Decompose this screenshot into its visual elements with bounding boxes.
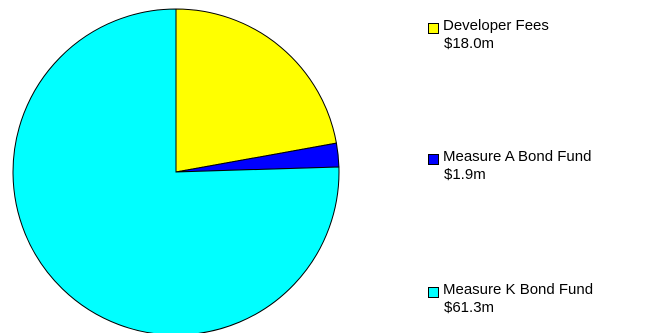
legend-label-developer-fees: Developer Fees xyxy=(443,17,549,34)
legend-swatch-measure-a xyxy=(428,154,439,165)
pie-slices xyxy=(12,8,340,333)
legend-swatch-developer-fees xyxy=(428,23,439,34)
pie-slice-developer-fees xyxy=(175,8,338,173)
legend-value-developer-fees: $18.0m xyxy=(444,35,495,52)
pie-slice-measure-k-bond-fund xyxy=(12,8,340,333)
legend-swatch-measure-k xyxy=(428,287,439,298)
legend-label-measure-a: Measure A Bond Fund xyxy=(443,148,592,165)
legend-value-measure-k: $61.3m xyxy=(444,299,495,316)
legend-label-measure-k: Measure K Bond Fund xyxy=(443,281,594,298)
legend: Developer Fees $18.0m Measure A Bond Fun… xyxy=(428,0,645,333)
legend-value-measure-a: $1.9m xyxy=(444,166,486,183)
